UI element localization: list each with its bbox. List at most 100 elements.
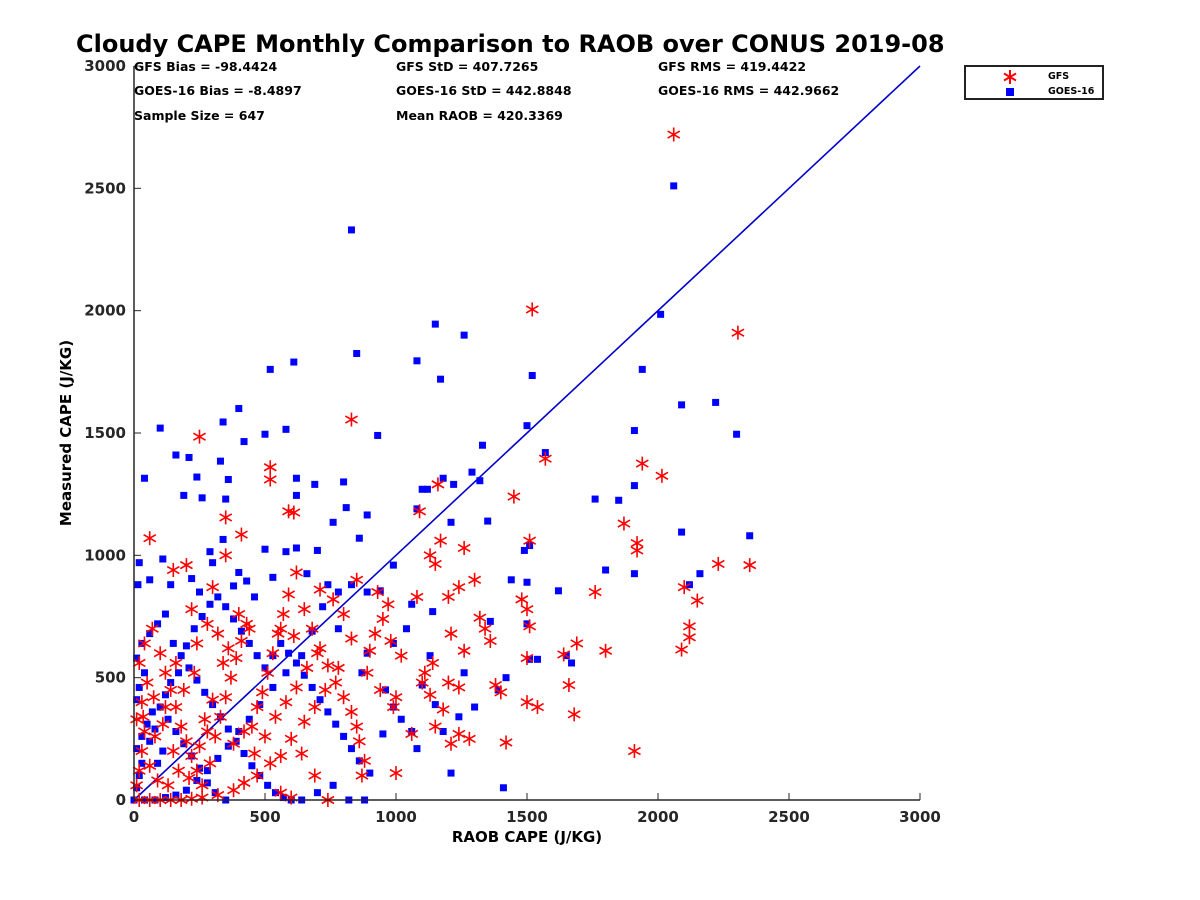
gfs-point bbox=[690, 593, 704, 608]
goes16-point bbox=[324, 581, 332, 589]
gfs-point bbox=[284, 731, 298, 746]
gfs-point bbox=[237, 775, 251, 790]
goes16-point bbox=[230, 582, 238, 590]
goes16-point bbox=[148, 708, 156, 716]
goes16-point bbox=[712, 398, 720, 406]
gfs-point bbox=[274, 621, 288, 636]
gfs-point bbox=[237, 724, 251, 739]
gfs-point bbox=[185, 791, 199, 806]
goes16-point bbox=[630, 427, 638, 435]
goes16-point bbox=[423, 485, 431, 493]
gfs-point bbox=[376, 611, 390, 626]
goes16-point bbox=[437, 375, 445, 383]
goes16-point bbox=[235, 568, 243, 576]
gfs-point bbox=[234, 633, 248, 648]
goes16-point bbox=[303, 570, 311, 578]
gfs-point bbox=[297, 714, 311, 729]
goes16-point bbox=[185, 453, 193, 461]
gfs-point bbox=[166, 563, 180, 578]
goes16-point bbox=[678, 401, 686, 409]
gfs-point bbox=[494, 685, 508, 700]
x-tick-label: 2500 bbox=[768, 808, 810, 826]
goes-std-stat: GOES-16 StD = 442.8848 bbox=[396, 83, 572, 98]
goes16-point bbox=[290, 358, 298, 366]
goes16-point bbox=[185, 664, 193, 672]
goes16-point bbox=[206, 600, 214, 608]
gfs-point bbox=[515, 592, 529, 607]
goes16-point bbox=[523, 422, 531, 430]
goes16-point bbox=[329, 518, 337, 526]
goes16-point bbox=[206, 548, 214, 556]
gfs-point bbox=[261, 665, 275, 680]
gfs-point bbox=[258, 729, 272, 744]
gfs-point bbox=[711, 556, 725, 571]
gfs-point bbox=[229, 651, 243, 666]
goes16-point bbox=[159, 555, 167, 563]
goes16-point bbox=[277, 639, 285, 647]
gfs-point bbox=[195, 790, 209, 805]
goes16-point bbox=[159, 747, 167, 755]
goes16-point bbox=[292, 474, 300, 482]
goes16-point bbox=[355, 757, 363, 765]
goes16-point bbox=[678, 528, 686, 536]
goes16-point bbox=[429, 608, 437, 616]
goes16-point bbox=[358, 669, 366, 677]
goes16-point bbox=[478, 441, 486, 449]
goes16-point bbox=[175, 669, 183, 677]
goes16-point bbox=[193, 473, 201, 481]
goes16-point bbox=[214, 593, 222, 601]
goes16-point bbox=[439, 727, 447, 735]
gfs-point bbox=[360, 665, 374, 680]
gfs-point bbox=[135, 695, 149, 710]
goes16-point bbox=[292, 491, 300, 499]
gfs-point bbox=[276, 607, 290, 622]
gfs-point bbox=[200, 724, 214, 739]
gfs-rms-stat: GFS RMS = 419.4422 bbox=[658, 59, 807, 74]
goes-rms-stat: GOES-16 RMS = 442.9662 bbox=[658, 83, 840, 98]
goes16-point bbox=[484, 517, 492, 525]
gfs-point bbox=[282, 587, 296, 602]
goes16-point bbox=[630, 482, 638, 490]
goes16-point bbox=[591, 495, 599, 503]
goes16-point bbox=[523, 578, 531, 586]
gfs-point bbox=[617, 516, 631, 531]
goes16-point bbox=[180, 491, 188, 499]
goes16-point bbox=[216, 457, 224, 465]
one-to-one-line bbox=[133, 65, 921, 801]
gfs-point bbox=[130, 778, 144, 793]
goes16-point bbox=[311, 480, 319, 488]
gfs-point bbox=[187, 665, 201, 680]
gfs-point bbox=[232, 607, 246, 622]
gfs-point bbox=[161, 778, 175, 793]
gfs-point bbox=[158, 700, 172, 715]
goes16-point bbox=[602, 566, 610, 574]
goes16-point bbox=[245, 715, 253, 723]
gfs-point bbox=[185, 602, 199, 617]
gfs-point bbox=[250, 768, 264, 783]
gfs-point bbox=[208, 729, 222, 744]
goes16-point bbox=[554, 587, 562, 595]
goes16-point bbox=[282, 425, 290, 433]
goes16-point bbox=[355, 534, 363, 542]
goes16-point bbox=[733, 430, 741, 438]
goes16-point bbox=[138, 639, 146, 647]
y-tick-label: 0 bbox=[116, 791, 126, 809]
goes16-point bbox=[313, 546, 321, 554]
goes16-point bbox=[219, 418, 227, 426]
gfs-point bbox=[525, 302, 539, 317]
chart-title: Cloudy CAPE Monthly Comparison to RAOB o… bbox=[76, 30, 945, 58]
gfs-point bbox=[211, 626, 225, 641]
gfs-point bbox=[169, 655, 183, 670]
gfs-point bbox=[478, 621, 492, 636]
gfs-point bbox=[423, 687, 437, 702]
gfs-point bbox=[630, 543, 644, 558]
gfs-point bbox=[271, 626, 285, 641]
gfs-point bbox=[530, 700, 544, 715]
goes16-point bbox=[248, 762, 256, 770]
goes16-point bbox=[164, 715, 172, 723]
gfs-point bbox=[426, 655, 440, 670]
goes16-point bbox=[188, 575, 196, 583]
gfs-point bbox=[313, 641, 327, 656]
y-tick-label: 1500 bbox=[84, 424, 126, 442]
